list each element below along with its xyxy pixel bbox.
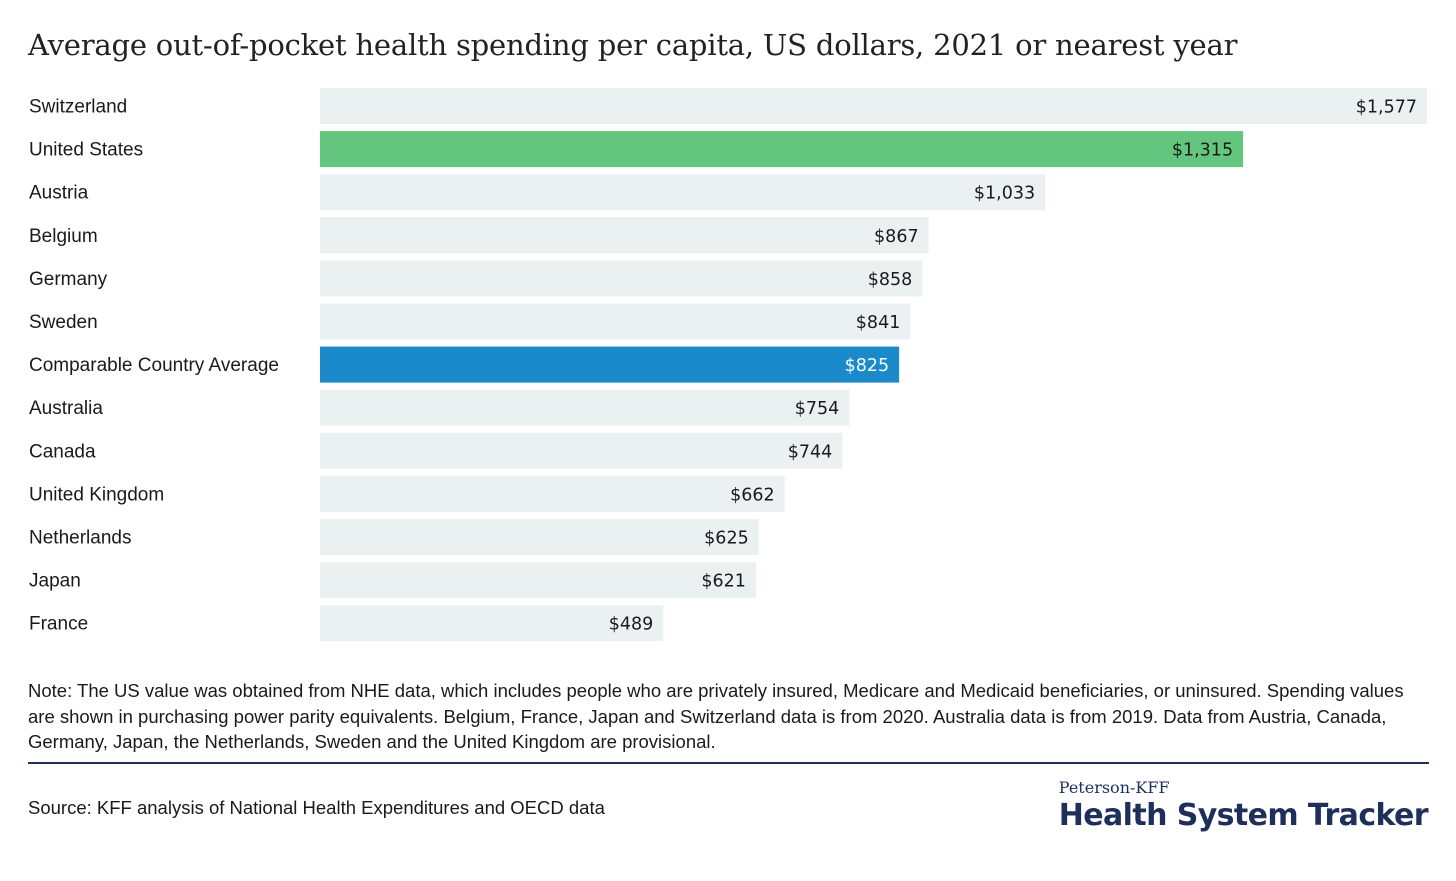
category-label-japan: Japan xyxy=(29,571,81,592)
bar-austria xyxy=(320,174,1046,211)
bar-france xyxy=(320,605,664,642)
value-label-switzerland: $1,577 xyxy=(1356,98,1417,118)
category-label-comparable-country-average: Comparable Country Average xyxy=(29,355,279,376)
category-label-austria: Austria xyxy=(29,183,89,204)
source-text: Source: KFF analysis of National Health … xyxy=(28,797,605,818)
value-label-japan: $621 xyxy=(701,572,746,592)
bar-japan xyxy=(320,562,756,599)
footer-divider xyxy=(28,762,1429,764)
category-label-germany: Germany xyxy=(29,269,108,290)
category-label-canada: Canada xyxy=(29,441,96,462)
value-label-canada: $744 xyxy=(788,442,833,462)
value-label-united-kingdom: $662 xyxy=(730,485,775,505)
logo-title: Health System Tracker xyxy=(1058,798,1429,833)
value-label-united-states: $1,315 xyxy=(1172,141,1233,161)
bar-chart: Switzerland $1,577 United States $1,315 Aust… xyxy=(29,88,1427,642)
bar-germany xyxy=(320,260,923,297)
bar-comparable-country-average xyxy=(320,346,900,383)
value-label-netherlands: $625 xyxy=(704,529,749,549)
category-label-belgium: Belgium xyxy=(29,226,98,247)
bar-united-kingdom xyxy=(320,475,785,512)
bar-australia xyxy=(320,389,850,426)
logo-subtitle: Peterson-KFF xyxy=(1058,778,1170,797)
chart-note: Note: The US value was obtained from NHE… xyxy=(28,680,1404,752)
value-label-france: $489 xyxy=(609,615,654,635)
chart-title: Average out-of-pocket health spending pe… xyxy=(28,28,1238,62)
category-label-australia: Australia xyxy=(29,398,103,419)
value-label-belgium: $867 xyxy=(874,227,919,247)
value-label-austria: $1,033 xyxy=(974,184,1035,204)
brand-logo: Peterson-KFF Health System Tracker xyxy=(1058,778,1429,834)
category-label-france: France xyxy=(29,614,88,635)
value-label-australia: $754 xyxy=(795,399,840,419)
value-label-sweden: $841 xyxy=(856,313,901,333)
bar-united-states xyxy=(320,131,1244,168)
bar-sweden xyxy=(320,303,911,340)
category-label-sweden: Sweden xyxy=(29,312,98,333)
category-label-switzerland: Switzerland xyxy=(29,97,127,118)
bar-canada xyxy=(320,432,843,469)
bar-netherlands xyxy=(320,519,759,555)
category-label-united-states: United States xyxy=(29,140,143,161)
value-label-germany: $858 xyxy=(868,270,913,290)
bar-switzerland xyxy=(320,88,1427,124)
bar-belgium xyxy=(320,217,929,254)
category-label-united-kingdom: United Kingdom xyxy=(29,484,164,505)
value-label-comparable-country-average: $825 xyxy=(845,356,890,376)
category-label-netherlands: Netherlands xyxy=(29,528,131,549)
